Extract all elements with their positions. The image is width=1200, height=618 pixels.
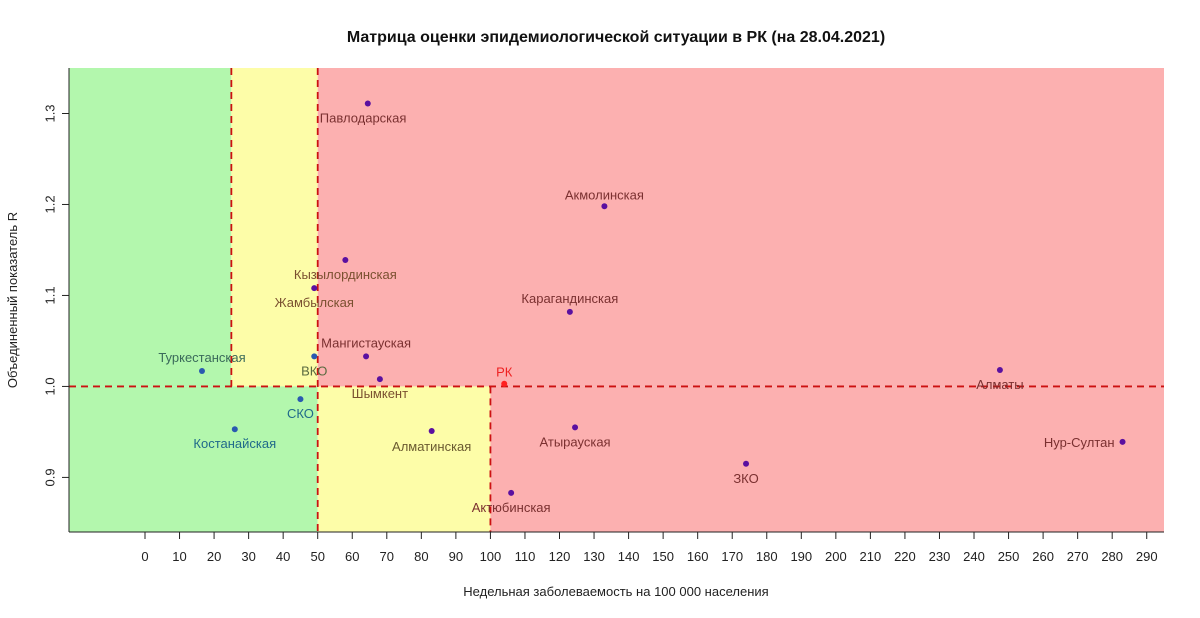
- x-tick-label: 130: [583, 549, 605, 564]
- point-label: Алматы: [976, 377, 1023, 392]
- points-layer: Павлодарская Акмолинская Кызылординская Жам…: [158, 100, 1126, 515]
- x-tick-label: 290: [1136, 549, 1158, 564]
- x-tick-label: 70: [380, 549, 394, 564]
- point-label: СКО: [287, 406, 314, 421]
- x-tick-label: 0: [141, 549, 148, 564]
- point-label: Кызылординская: [294, 267, 397, 282]
- thresholds-layer: [69, 68, 1164, 532]
- point-label: Акмолинская: [565, 187, 644, 202]
- point-label: Нур-Султан: [1044, 435, 1115, 450]
- y-tick-label: 1.0: [42, 377, 57, 395]
- axes-layer: 0 10 20 30 40 50 60 70 80 90 100 110 120 130 140 150 160…: [42, 68, 1164, 564]
- zone-red-2: [317, 68, 1164, 387]
- point: [428, 428, 435, 435]
- point-label: Атырауская: [540, 434, 611, 449]
- x-tick-label: 230: [929, 549, 951, 564]
- x-tick-label: 40: [276, 549, 290, 564]
- point: [363, 353, 370, 360]
- point-label: Карагандинская: [521, 291, 618, 306]
- x-tick-label: 100: [480, 549, 502, 564]
- y-tick-label: 1.2: [42, 195, 57, 213]
- x-tick-label: 210: [860, 549, 882, 564]
- zones-layer: [69, 68, 1164, 532]
- point: [572, 424, 579, 431]
- point: [311, 353, 318, 360]
- x-tick-label: 260: [1032, 549, 1054, 564]
- x-tick-label: 90: [449, 549, 463, 564]
- point: [297, 396, 304, 403]
- point-label: Костанайская: [193, 436, 276, 451]
- zone-yellow-4: [317, 386, 491, 532]
- point: [342, 256, 349, 263]
- point-label: Павлодарская: [320, 110, 407, 125]
- point: [376, 376, 383, 383]
- point: [501, 380, 508, 387]
- point-label: Шымкент: [352, 386, 408, 401]
- point-label: ВКО: [301, 363, 327, 378]
- x-tick-label: 50: [310, 549, 324, 564]
- x-tick-label: 10: [172, 549, 186, 564]
- point-label: Алматинская: [392, 439, 471, 454]
- x-tick-label: 140: [618, 549, 640, 564]
- point-label: Мангистауская: [321, 335, 411, 350]
- x-tick-label: 80: [414, 549, 428, 564]
- point-label: Актюбинская: [472, 500, 551, 515]
- point: [566, 308, 573, 315]
- point-label: РК: [496, 365, 513, 380]
- x-tick-label: 60: [345, 549, 359, 564]
- x-tick-label: 270: [1067, 549, 1089, 564]
- point-label: ЗКО: [733, 471, 758, 486]
- point: [1119, 438, 1126, 445]
- x-tick-label: 240: [963, 549, 985, 564]
- point: [601, 203, 608, 210]
- zone-red-5: [490, 386, 1164, 532]
- y-axis-title: Объединенный показатель R: [5, 212, 20, 388]
- x-tick-label: 220: [894, 549, 916, 564]
- zone-green-3: [69, 386, 318, 532]
- point: [996, 367, 1003, 374]
- point-label: Туркестанская: [158, 350, 245, 365]
- x-tick-label: 180: [756, 549, 778, 564]
- point: [311, 285, 318, 292]
- point: [364, 100, 371, 107]
- y-tick-label: 0.9: [42, 468, 57, 486]
- point: [743, 460, 750, 467]
- y-tick-label: 1.3: [42, 104, 57, 122]
- x-tick-label: 110: [515, 549, 536, 564]
- x-tick-label: 160: [687, 549, 709, 564]
- point: [231, 426, 238, 433]
- point: [198, 367, 205, 374]
- y-tick-label: 1.1: [42, 286, 57, 304]
- x-tick-label: 200: [825, 549, 847, 564]
- x-axis-title: Недельная заболеваемость на 100 000 насе…: [463, 584, 768, 599]
- x-tick-label: 120: [549, 549, 571, 564]
- x-tick-label: 280: [1101, 549, 1123, 564]
- x-tick-label: 30: [241, 549, 255, 564]
- point-label: Жамбылская: [275, 295, 354, 310]
- x-tick-label: 190: [790, 549, 812, 564]
- x-tick-label: 20: [207, 549, 221, 564]
- point: [508, 489, 515, 496]
- zone-yellow-1: [231, 68, 318, 387]
- x-tick-label: 170: [721, 549, 743, 564]
- x-tick-label: 150: [652, 549, 674, 564]
- x-tick-label: 250: [998, 549, 1020, 564]
- zone-green-0: [69, 68, 232, 387]
- chart-title: Матрица оценки эпидемиологической ситуац…: [347, 29, 885, 46]
